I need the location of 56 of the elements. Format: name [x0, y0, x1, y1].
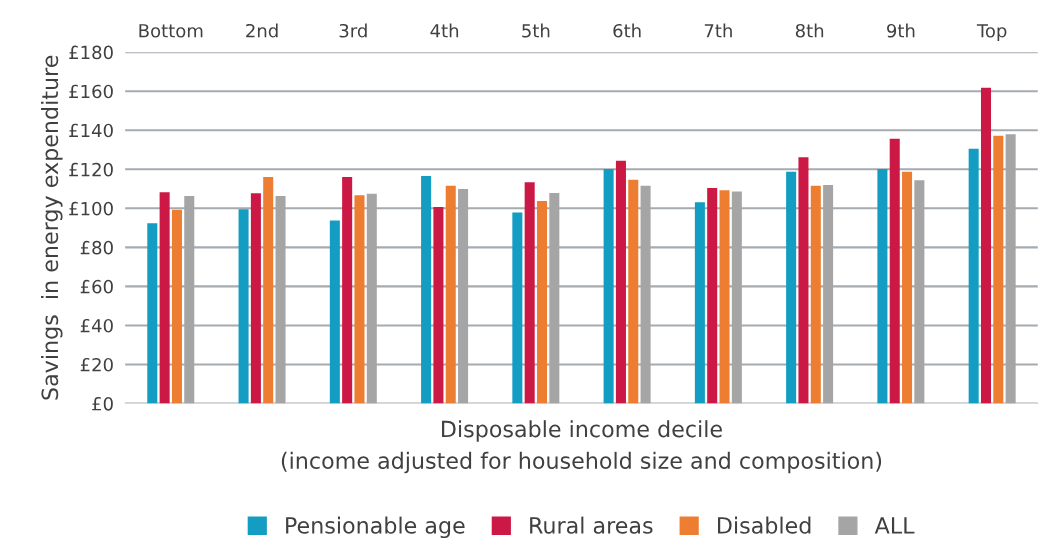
x-tick-label: 7th: [704, 23, 732, 38]
bar: [993, 135, 1004, 404]
y-tick-label: £60: [80, 279, 113, 294]
legend-label: ALL: [874, 517, 915, 534]
x-tick-label: 9th: [887, 23, 915, 38]
y-tick-label: £20: [80, 357, 113, 372]
bar: [171, 209, 182, 404]
y-axis-title: Savings in energy expenditure: [41, 55, 63, 400]
bar: [147, 223, 158, 404]
bar: [877, 168, 888, 404]
y-tick-label: £40: [80, 318, 113, 333]
bar: [536, 201, 548, 404]
bar: [433, 206, 444, 404]
y-tick-label: £120: [69, 162, 113, 177]
bar: [968, 148, 979, 404]
bar: [902, 171, 913, 404]
legend-label: Rural areas: [530, 516, 653, 534]
bar: [719, 190, 730, 404]
bar: [159, 192, 170, 404]
bar: [445, 185, 456, 404]
y-tick-label: £140: [69, 123, 113, 138]
y-tick-label: £0: [92, 396, 113, 411]
x-tick-label: 3rd: [339, 23, 367, 38]
y-tick-label: £80: [80, 240, 113, 255]
bar: [786, 171, 797, 404]
bar: [512, 212, 523, 404]
bar: [889, 138, 900, 404]
bar: [263, 176, 274, 404]
bar: [694, 202, 705, 404]
y-tick-label: £160: [69, 84, 113, 99]
legend-label: Disabled: [718, 516, 811, 534]
bar: [810, 185, 821, 404]
bar: [980, 87, 992, 404]
x-tick-label: 5th: [522, 23, 550, 38]
bar: [524, 182, 535, 404]
x-tick-label: 4th: [430, 23, 459, 38]
bar: [615, 160, 626, 404]
bar: [342, 176, 353, 404]
bar: [421, 176, 432, 404]
bar: [603, 168, 614, 404]
x-tick-label: Bottom: [139, 24, 203, 38]
y-tick-label: £180: [69, 45, 113, 60]
bar: [238, 209, 249, 404]
y-tick-label: £100: [69, 201, 113, 216]
x-tick-label: 6th: [613, 23, 641, 38]
bar: [250, 193, 261, 404]
x-tick-label: Top: [976, 24, 1007, 42]
legend-label: Pensionable age: [286, 516, 465, 539]
bar: [329, 220, 340, 404]
x-tick-label: 2nd: [246, 23, 278, 38]
bar: [628, 179, 639, 404]
bar: [707, 188, 718, 404]
bar: [798, 157, 809, 404]
bar: [354, 195, 365, 404]
x-axis-title: Disposable income decile (income adjusted for household size and composition): [281, 420, 882, 474]
x-tick-label: 8th: [795, 23, 824, 38]
